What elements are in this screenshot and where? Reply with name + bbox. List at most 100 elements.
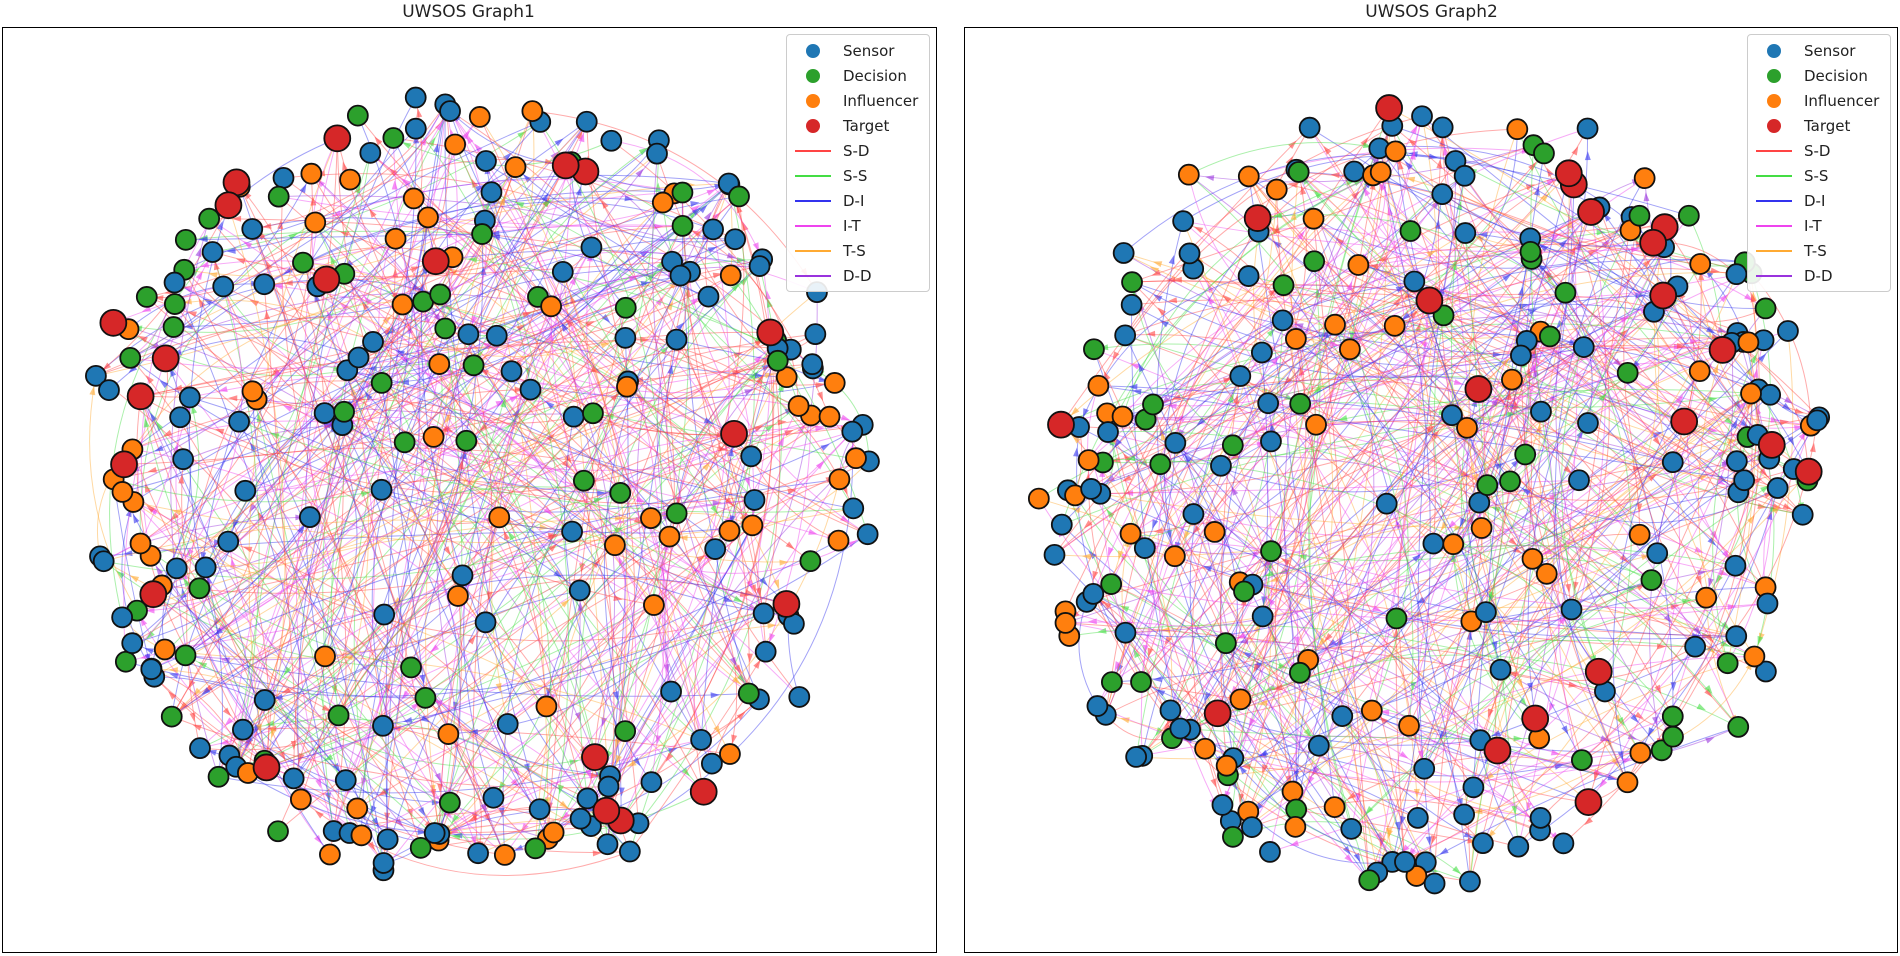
sensor-node <box>1759 383 1782 406</box>
edge <box>1571 216 1633 610</box>
edge <box>1296 169 1658 554</box>
decision-node <box>1640 569 1663 591</box>
edge-arrowhead <box>1565 583 1572 594</box>
edge <box>1712 339 1765 664</box>
edge-arrowhead <box>1253 663 1261 673</box>
edge <box>422 301 755 501</box>
legend-entry-s-s: S-S <box>793 163 923 188</box>
target-node <box>1584 657 1613 686</box>
sensor-marker-icon <box>806 43 820 58</box>
edge-arrowhead <box>1360 137 1369 147</box>
edge <box>171 333 816 718</box>
edge-arrowhead <box>601 313 611 323</box>
edge <box>1298 171 1415 282</box>
edge-arrowhead <box>159 380 169 389</box>
edge <box>1677 286 1695 422</box>
edge-arrowhead <box>1289 840 1299 846</box>
edge-arrowhead <box>1160 431 1167 441</box>
edge-arrowhead <box>1752 368 1759 379</box>
edge-arrowhead <box>684 287 691 297</box>
edge-arrowhead <box>612 691 619 701</box>
edge-arrowhead <box>1525 184 1536 191</box>
edge-arrowhead <box>145 607 155 614</box>
edge <box>1144 547 1696 648</box>
edge <box>316 286 375 781</box>
influencer-node <box>604 534 626 557</box>
d-i-line-icon <box>1756 199 1792 202</box>
edge <box>1152 314 1444 407</box>
edge <box>1465 231 1766 309</box>
edge <box>171 307 626 717</box>
edge-arrowhead <box>1491 730 1501 737</box>
edge-arrowhead <box>1607 774 1617 781</box>
edge-arrowhead <box>1549 702 1556 713</box>
edge <box>1131 295 1664 379</box>
sensor-node <box>561 520 583 543</box>
edge <box>227 205 286 768</box>
edge-arrowhead <box>233 519 240 529</box>
edge-arrowhead <box>1202 566 1213 573</box>
edge-arrowhead <box>1772 503 1782 510</box>
influencer-node <box>447 585 469 607</box>
legend-label: Target <box>843 116 890 135</box>
decision-node <box>327 704 350 727</box>
edge <box>1131 281 1521 356</box>
sensor-node <box>404 86 427 109</box>
edge-arrowhead <box>1463 831 1474 839</box>
decision-node <box>135 286 158 308</box>
edge <box>137 516 311 612</box>
sensor-node <box>362 331 384 353</box>
sensor-node <box>752 602 775 625</box>
edge <box>189 396 760 700</box>
edge <box>396 116 481 443</box>
edge-arrowhead <box>230 558 237 568</box>
edge-arrowhead <box>1494 463 1505 470</box>
edge <box>1313 218 1533 560</box>
edge <box>1599 207 1820 418</box>
edge <box>256 398 593 415</box>
influencer-node <box>422 426 445 448</box>
edge-arrowhead <box>1132 389 1142 395</box>
edge-arrowhead <box>723 595 733 602</box>
edge <box>570 161 750 694</box>
edge <box>1111 545 1766 683</box>
sensor-node <box>121 632 144 655</box>
edge-arrowhead <box>1258 699 1268 706</box>
legend-entry-influencer: Influencer <box>793 88 923 113</box>
sensor-node <box>423 822 446 844</box>
edge <box>1253 231 1269 404</box>
edge-arrowhead <box>219 739 230 745</box>
sensor-node <box>618 840 641 863</box>
edge-arrowhead <box>384 812 391 822</box>
edge-arrowhead <box>154 445 164 452</box>
edge <box>381 382 426 698</box>
edge-arrowhead <box>1657 643 1667 650</box>
edge-arrowhead <box>495 400 505 407</box>
sensor-node <box>140 658 163 681</box>
edge-arrowhead <box>561 322 569 332</box>
influencer-node <box>488 506 511 529</box>
decision-node <box>1754 297 1777 320</box>
sensor-node <box>1560 598 1583 621</box>
edge-arrowhead <box>1378 182 1387 192</box>
edge <box>242 727 731 755</box>
edge <box>1296 809 1483 844</box>
edge <box>420 405 799 849</box>
edge-arrowhead <box>339 302 349 311</box>
edge <box>1299 672 1739 768</box>
edge <box>218 431 853 778</box>
edge <box>1656 388 1759 554</box>
sensor-node <box>1178 242 1201 265</box>
edge <box>1174 194 1443 557</box>
edge-arrowhead <box>443 546 451 556</box>
edge <box>140 339 677 397</box>
edge-arrowhead <box>755 587 762 597</box>
edge-arrowhead <box>1733 400 1741 410</box>
edge <box>264 440 467 701</box>
edge <box>534 229 730 849</box>
edge <box>1653 307 1766 323</box>
edge <box>245 389 531 492</box>
sensor-node <box>482 786 505 809</box>
edge-arrowhead <box>224 717 234 726</box>
sensor-node <box>1755 660 1777 683</box>
